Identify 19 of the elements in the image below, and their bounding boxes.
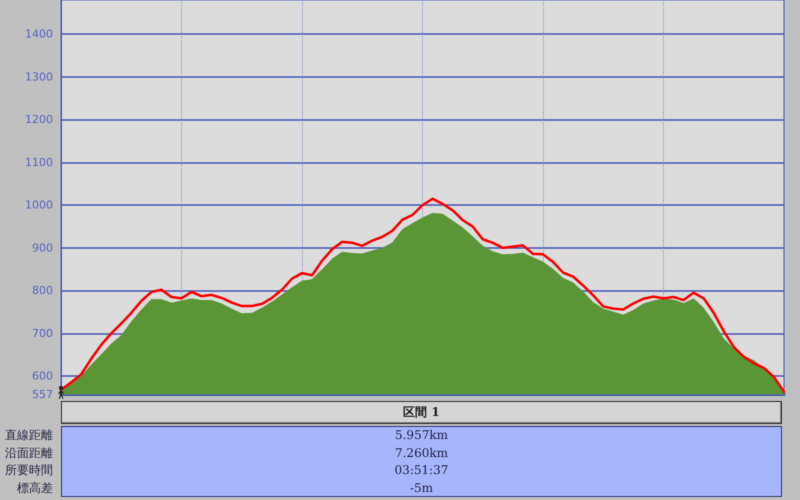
text: 直線距離 (4, 427, 53, 444)
text: 標高差 (16, 480, 53, 496)
y-tick-label: 600 (32, 370, 53, 383)
y-tick-label: 1100 (25, 156, 53, 169)
text: 沿面距離 (4, 444, 53, 462)
text: 03:51:37 (394, 462, 450, 479)
text: 所要時間 (4, 462, 53, 479)
y-tick-label: 900 (32, 241, 53, 254)
text: 7.260km (394, 444, 449, 462)
y-tick-label: 1300 (25, 70, 53, 84)
y-tick-label: 700 (32, 326, 53, 340)
y-tick-label: 557 (32, 388, 53, 401)
y-tick-label: 800 (32, 284, 53, 298)
text: -5m (408, 480, 434, 496)
text: 区間 1 (61, 401, 782, 424)
y-tick-label: 1200 (25, 113, 53, 126)
y-tick-label: 1400 (25, 28, 53, 41)
text: 5.957km (394, 427, 449, 444)
y-tick-label: 1000 (25, 198, 53, 212)
